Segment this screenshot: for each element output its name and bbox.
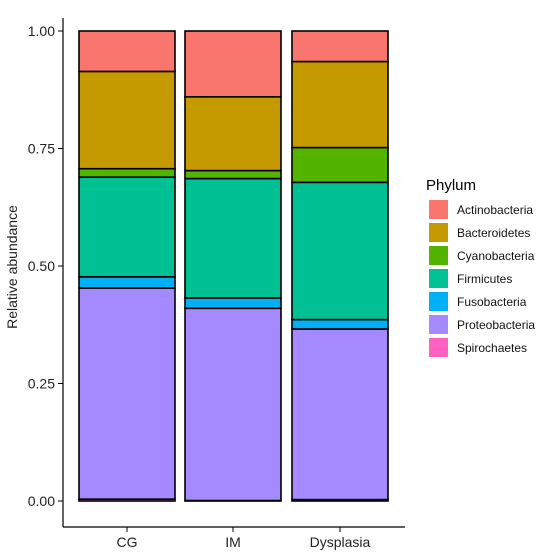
bar-segment-dysplasia-firmicutes: [291, 181, 389, 321]
bar-segment-dysplasia-cyanobacteria: [291, 146, 389, 184]
y-tick-label: 0.75: [28, 141, 55, 157]
y-tick-label: 0.00: [28, 493, 55, 509]
legend-key-proteobacteria: [429, 315, 448, 334]
legend-key-firmicutes: [429, 269, 448, 288]
bar-segment-dysplasia-proteobacteria: [291, 328, 389, 501]
bar-segment-cg-bacteroidetes: [78, 70, 176, 170]
legend-key-bacteroidetes: [429, 223, 448, 242]
bar-segment-im-bacteroidetes: [184, 96, 282, 172]
legend-title: Phylum: [426, 177, 476, 194]
bar-segment-im-fusobacteria: [184, 297, 282, 310]
legend-label-spirochaetes: Spirochaetes: [457, 341, 527, 355]
legend-label-bacteroidetes: Bacteroidetes: [457, 226, 530, 240]
bar-segment-dysplasia-actinobacteria: [291, 30, 389, 63]
bar-segment-cg-proteobacteria: [78, 287, 176, 500]
y-tick-label: 0.25: [28, 376, 55, 392]
legend-key-actinobacteria: [429, 200, 448, 219]
legend-key-fusobacteria: [429, 292, 448, 311]
bar-segment-im-cyanobacteria: [184, 169, 282, 180]
legend-label-proteobacteria: Proteobacteria: [457, 318, 535, 332]
legend-label-actinobacteria: Actinobacteria: [457, 203, 533, 217]
x-ticks: CG IM Dysplasia: [117, 527, 371, 550]
bar-segment-cg-cyanobacteria: [78, 167, 176, 178]
x-tick-label: IM: [225, 534, 241, 550]
legend-key-spirochaetes: [429, 338, 448, 357]
y-axis-title: Relative abundance: [4, 205, 20, 329]
bar-segment-im-proteobacteria: [184, 307, 282, 502]
bar-segment-dysplasia-fusobacteria: [291, 318, 389, 330]
axes-layer: [62, 18, 405, 528]
legend-label-cyanobacteria: Cyanobacteria: [457, 249, 535, 263]
bar-segment-dysplasia-bacteroidetes: [291, 60, 389, 149]
x-tick-label: Dysplasia: [310, 534, 371, 550]
legend-label-firmicutes: Firmicutes: [457, 272, 512, 286]
legend-label-fusobacteria: Fusobacteria: [457, 295, 527, 309]
bar-segment-cg-actinobacteria: [78, 30, 176, 73]
legend: Phylum Actinobacteria Bacteroidetes Cyanob…: [426, 177, 535, 357]
y-ticks: 0.00 0.25 0.50 0.75 1.00: [28, 23, 63, 509]
bar-segment-cg-firmicutes: [78, 176, 176, 278]
bars-layer: [78, 30, 389, 502]
x-tick-label: CG: [117, 534, 138, 550]
y-tick-label: 1.00: [28, 23, 55, 39]
y-tick-label: 0.50: [28, 258, 55, 274]
bar-segment-im-firmicutes: [184, 177, 282, 299]
legend-key-cyanobacteria: [429, 246, 448, 265]
bar-segment-im-actinobacteria: [184, 30, 282, 98]
bar-segment-cg-fusobacteria: [78, 276, 176, 289]
